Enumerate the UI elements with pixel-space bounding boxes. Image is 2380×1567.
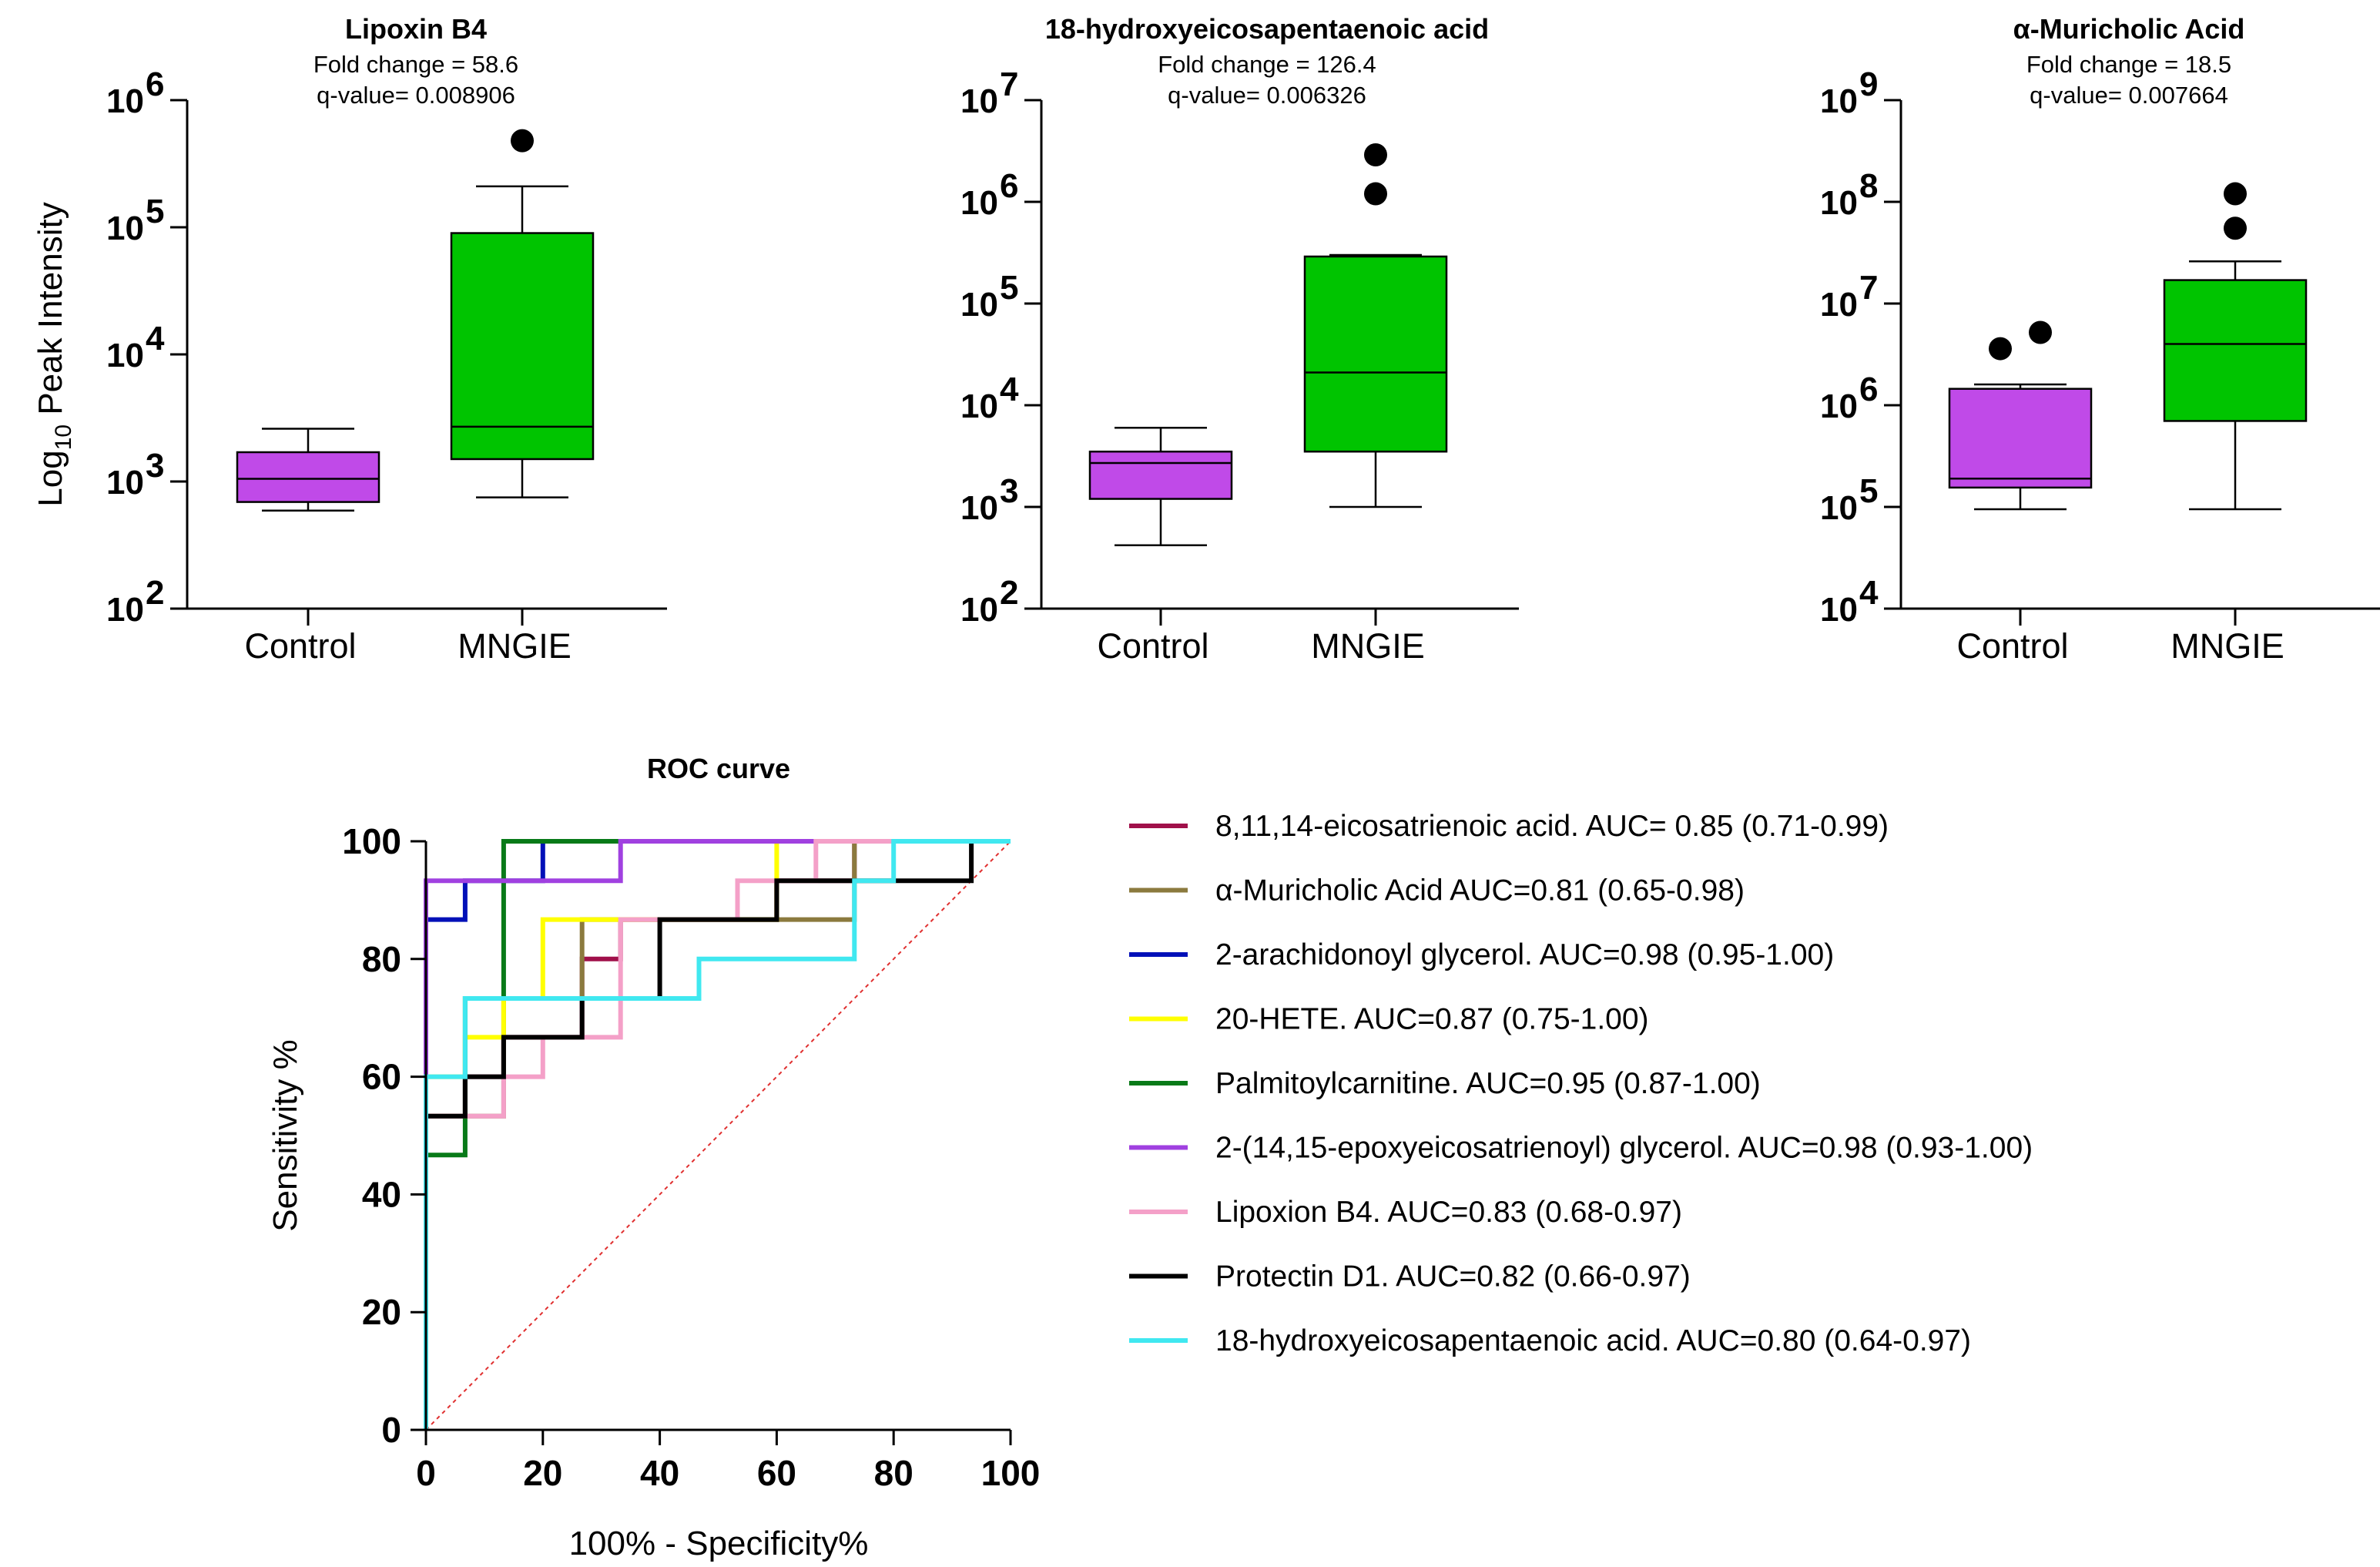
roc-y-tick-label: 60 [362, 1057, 401, 1097]
outlier-point [1364, 182, 1387, 206]
box-iqr-mngie [1303, 255, 1448, 453]
y-tick-label: 10 [1820, 591, 1858, 629]
roc-reference-line [425, 841, 1011, 1431]
roc-curve-8 [424, 839, 1011, 1430]
roc-y-tick-label: 40 [362, 1174, 401, 1214]
y-tick-label: 10 [1820, 286, 1858, 324]
roc-x-tick-label: 100 [981, 1453, 1041, 1493]
y-tick-label: 10 [1820, 82, 1858, 120]
box-iqr-mngie [2163, 279, 2308, 422]
legend-entry-label: 8,11,14-eicosatrienoic acid. AUC= 0.85 (… [1215, 810, 1889, 843]
y-tick-label: 10 [960, 388, 998, 425]
legend-entry-label: Palmitoylcarnitine. AUC=0.95 (0.87-1.00) [1215, 1067, 1761, 1100]
x-category-label: MNGIE [2170, 626, 2284, 666]
y-tick-label: 10 [106, 337, 144, 374]
chart-subtitle-line: Fold change = 18.5 [2026, 51, 2231, 78]
roc-legend: 8,11,14-eicosatrienoic acid. AUC= 0.85 (… [1129, 810, 2033, 1357]
y-tick-exponent: 9 [1859, 65, 1878, 103]
y-tick-exponent: 7 [1859, 269, 1878, 307]
y-tick-label: 10 [106, 82, 144, 120]
y-tick-exponent: 2 [146, 574, 164, 612]
y-tick-exponent: 4 [1000, 371, 1019, 408]
roc-y-tick-label: 80 [362, 939, 401, 979]
y-tick-label: 10 [1820, 184, 1858, 222]
legend-entry-label: Protectin D1. AUC=0.82 (0.66-0.97) [1215, 1260, 1691, 1294]
y-axis-title: Log10 Peak Intensity [32, 202, 76, 506]
chart-subtitle-line: q-value= 0.006326 [1168, 82, 1366, 109]
y-tick-label: 10 [960, 184, 998, 222]
y-tick-exponent: 4 [146, 320, 165, 357]
x-category-label: Control [1097, 626, 1208, 666]
y-tick-exponent: 4 [1859, 574, 1879, 612]
outlier-point [2224, 216, 2247, 240]
legend-entry-label: Lipoxion B4. AUC=0.83 (0.68-0.97) [1215, 1196, 1682, 1229]
y-tick-label: 10 [960, 489, 998, 527]
legend-entry-label: 2-arachidonoyl glycerol. AUC=0.98 (0.95-… [1215, 938, 1834, 971]
roc-x-tick-label: 0 [416, 1453, 436, 1493]
chart-title: 18-hydroxyeicosapentaenoic acid [1045, 13, 1489, 45]
box-iqr-control [1948, 388, 2093, 489]
legend-entry-label: 2-(14,15-epoxyeicosatrienoyl) glycerol. … [1215, 1132, 2033, 1165]
y-tick-label: 10 [1820, 388, 1858, 425]
outlier-point [1989, 337, 2012, 361]
box-iqr-mngie [450, 232, 595, 461]
legend-entry-label: 18-hydroxyeicosapentaenoic acid. AUC=0.8… [1215, 1324, 1971, 1357]
roc-x-tick-label: 40 [640, 1453, 679, 1493]
boxplot-panel-2: α-Muricholic Acid Fold change = 18.5 q-val… [1820, 13, 2380, 666]
outlier-point [2029, 320, 2052, 344]
y-tick-exponent: 5 [1859, 472, 1878, 510]
roc-y-tick-label: 20 [362, 1292, 401, 1332]
x-category-label: MNGIE [1311, 626, 1425, 666]
y-tick-exponent: 3 [146, 447, 164, 485]
y-tick-label: 10 [106, 464, 144, 502]
roc-panel: ROC curve 0 20 40 60 80 100 0 20 40 60 80 100 100% - … [266, 753, 2033, 1562]
y-tick-label: 10 [960, 591, 998, 629]
y-tick-exponent: 7 [1000, 65, 1018, 103]
chart-subtitle-line: Fold change = 126.4 [1158, 51, 1376, 78]
roc-x-tick-label: 80 [874, 1453, 913, 1493]
chart-subtitle-line: q-value= 0.007664 [2030, 82, 2228, 109]
y-tick-exponent: 3 [1000, 472, 1018, 510]
outlier-point [2224, 182, 2247, 206]
roc-y-tick-label: 100 [342, 821, 401, 861]
chart-title: Lipoxin B4 [345, 13, 487, 45]
outlier-point [511, 129, 534, 153]
y-tick-label: 10 [106, 591, 144, 629]
x-category-label: MNGIE [458, 626, 572, 666]
chart-subtitle-line: Fold change = 58.6 [313, 51, 518, 78]
x-category-label: Control [1956, 626, 2068, 666]
roc-x-tick-label: 60 [757, 1453, 796, 1493]
y-tick-label: 10 [1820, 489, 1858, 527]
y-tick-exponent: 6 [146, 65, 164, 103]
roc-title: ROC curve [647, 753, 790, 784]
y-tick-exponent: 5 [1000, 269, 1018, 307]
boxplot-panel-1: 18-hydroxyeicosapentaenoic acid Fold chan… [960, 13, 1519, 666]
y-tick-exponent: 2 [1000, 574, 1018, 612]
y-tick-exponent: 6 [1000, 167, 1018, 205]
roc-y-axis-title: Sensitivity % [266, 1039, 304, 1231]
y-tick-exponent: 6 [1859, 371, 1878, 408]
y-tick-label: 10 [106, 210, 144, 247]
legend-entry-label: α-Muricholic Acid AUC=0.81 (0.65-0.98) [1215, 874, 1745, 908]
y-tick-exponent: 5 [146, 193, 164, 230]
box-iqr-control [1088, 450, 1233, 500]
chart-title: α-Muricholic Acid [2013, 13, 2245, 45]
legend-entry-label: 20-HETE. AUC=0.87 (0.75-1.00) [1215, 1003, 1649, 1036]
roc-y-tick-label: 0 [381, 1410, 401, 1450]
roc-x-tick-label: 20 [523, 1453, 562, 1493]
roc-x-axis-title: 100% - Specificity% [569, 1525, 869, 1562]
boxplot-panel-0: Lipoxin B4 Fold change = 58.6 q-value= 0.0… [32, 13, 667, 666]
y-tick-label: 10 [960, 82, 998, 120]
y-tick-label: 10 [960, 286, 998, 324]
box-iqr-control [236, 451, 380, 503]
y-tick-exponent: 8 [1859, 167, 1878, 205]
x-category-label: Control [244, 626, 356, 666]
chart-subtitle-line: q-value= 0.008906 [317, 82, 515, 109]
outlier-point [1364, 143, 1387, 166]
